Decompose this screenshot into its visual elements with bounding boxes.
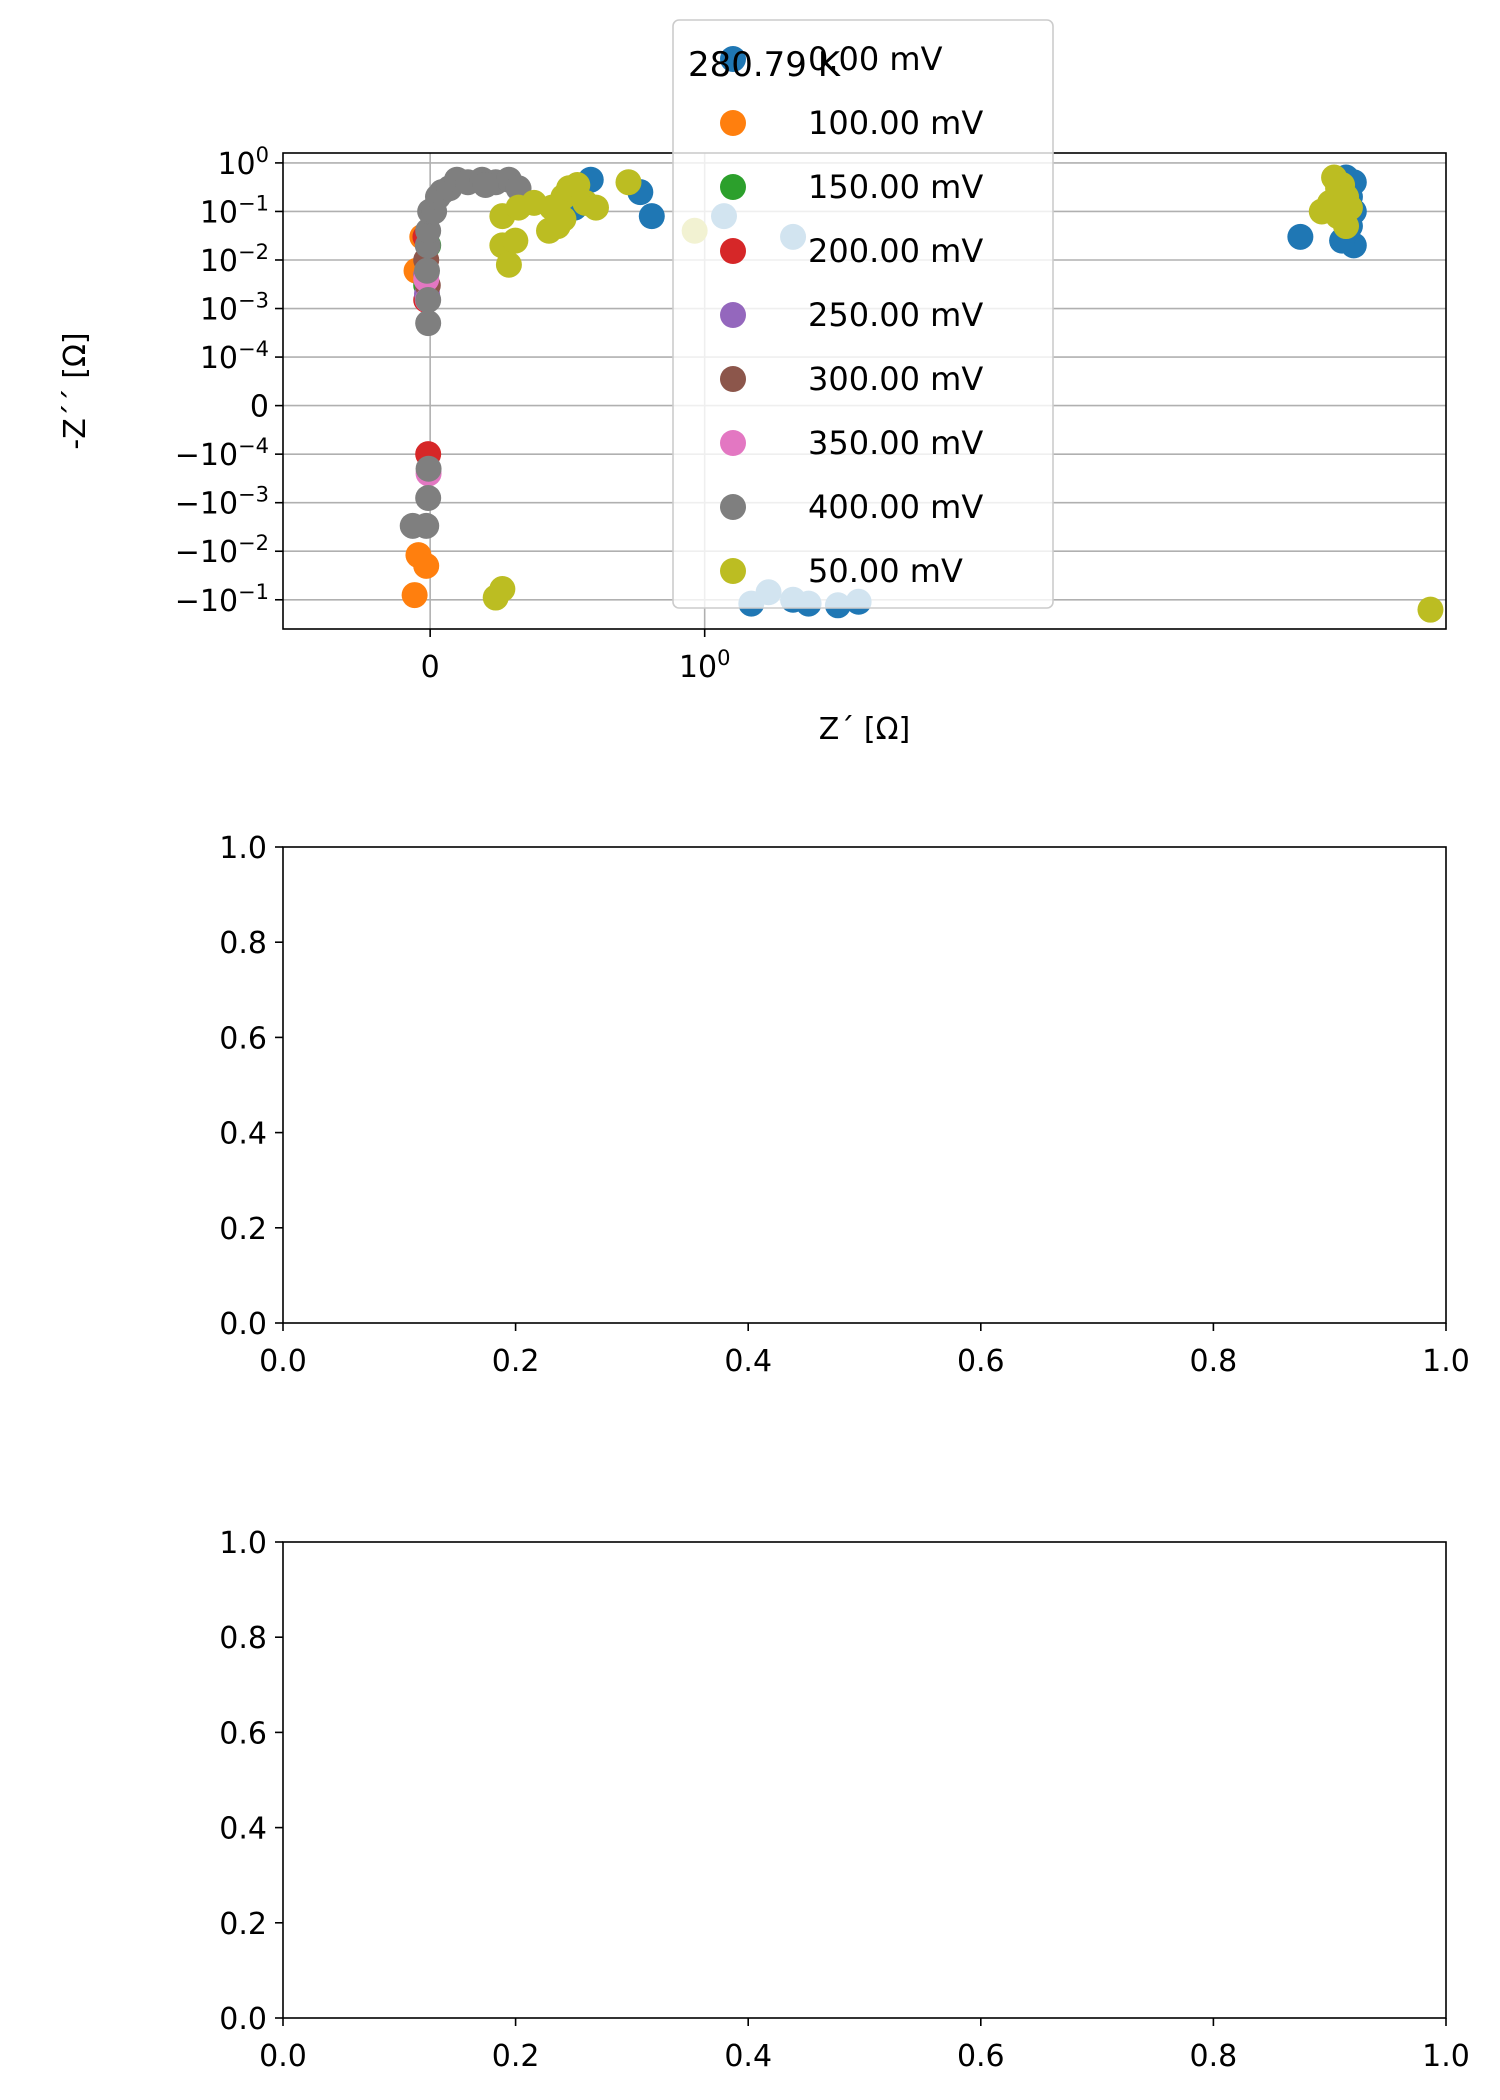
data-point — [615, 169, 642, 196]
axes-frame — [282, 846, 1447, 1324]
legend-marker — [720, 238, 746, 264]
y-tick-label: 1.0 — [219, 1526, 267, 1561]
x-tick-label: 0 — [421, 650, 440, 685]
data-point — [1287, 223, 1314, 250]
data-point — [415, 484, 442, 511]
y-tick-label: 10−3 — [200, 289, 269, 328]
data-point — [1325, 194, 1352, 221]
legend-marker — [720, 366, 746, 392]
legend-label: 250.00 mV — [808, 296, 983, 334]
data-point — [414, 257, 441, 284]
legend-label: 300.00 mV — [808, 360, 983, 398]
legend-label: 400.00 mV — [808, 488, 983, 526]
y-tick-label: 0.0 — [219, 2002, 267, 2037]
chart-title: 280.79 K — [688, 45, 842, 85]
x-tick-label: 1.0 — [1422, 2039, 1470, 2074]
data-point — [502, 227, 529, 254]
legend-label: 200.00 mV — [808, 232, 983, 270]
x-axis-ticks: 0.0 0.2 0.4 0.6 0.8 1.0 — [259, 1323, 1470, 1379]
data-point — [413, 512, 440, 539]
legend-marker — [720, 174, 746, 200]
data-point — [1417, 596, 1444, 623]
y-tick-label: 0.4 — [219, 1117, 267, 1152]
x-tick-label: 0.4 — [724, 1344, 772, 1379]
y-tick-label: 10−4 — [200, 337, 269, 376]
legend-marker — [720, 558, 746, 584]
data-point — [582, 194, 609, 221]
y-tick-label: 0.4 — [219, 1812, 267, 1847]
y-tick-label: −10−4 — [175, 434, 269, 473]
data-point — [638, 203, 665, 230]
data-point — [415, 286, 442, 313]
x-tick-label: 1.0 — [1422, 1344, 1470, 1379]
y-tick-label: 10−1 — [200, 191, 269, 230]
y-tick-label: 0.6 — [219, 1716, 267, 1751]
x-tick-label: 0.2 — [492, 2039, 540, 2074]
x-tick-label: 100 — [679, 646, 731, 685]
x-tick-label: 0.8 — [1190, 2039, 1238, 2074]
empty-axes-panel-bottom: 0.0 0.2 0.4 0.6 0.8 1.0 0.0 0.2 0.4 0.6 0.8 1.0 — [219, 1526, 1470, 2074]
y-tick-label: −10−2 — [175, 531, 269, 570]
legend-marker — [720, 302, 746, 328]
data-point — [415, 310, 442, 337]
y-tick-label: 0.8 — [219, 926, 267, 961]
y-tick-label: 0.6 — [219, 1021, 267, 1056]
y-tick-label: 0.2 — [219, 1907, 267, 1942]
y-axis-ticks: 0.0 0.2 0.4 0.6 0.8 1.0 — [219, 831, 283, 1342]
y-tick-label: 0.0 — [219, 1307, 267, 1342]
y-axis-ticks: 0.0 0.2 0.4 0.6 0.8 1.0 — [219, 1526, 283, 2037]
y-axis-ticks: 100 10−1 10−2 10−3 10−4 0 −10−4 −10−3 −10−2 −10−1 — [175, 143, 283, 619]
data-point — [472, 172, 499, 199]
y-tick-label: 100 — [217, 143, 269, 182]
data-point — [489, 576, 516, 603]
y-tick-label: −10−3 — [175, 483, 269, 522]
x-tick-label: 0.2 — [492, 1344, 540, 1379]
empty-axes-panel-middle: 0.0 0.2 0.4 0.6 0.8 1.0 0.0 0.2 0.4 0.6 0.8 1.0 — [219, 831, 1470, 1379]
legend-label: 100.00 mV — [808, 104, 983, 142]
y-tick-label: 0 — [250, 390, 269, 425]
data-point — [413, 552, 440, 579]
x-tick-label: 0.0 — [259, 2039, 307, 2074]
data-point — [495, 251, 522, 278]
legend-marker — [720, 46, 746, 72]
x-axis-ticks: 0 100 — [421, 629, 731, 685]
x-tick-label: 0.4 — [724, 2039, 772, 2074]
y-tick-label: 0.8 — [219, 1621, 267, 1656]
y-tick-label: 0.2 — [219, 1212, 267, 1247]
y-tick-label: 10−2 — [200, 240, 269, 279]
legend: 0.00 mV 100.00 mV 150.00 mV 200.00 mV 250.00… — [672, 19, 1054, 609]
y-axis-label: -Z´´ [Ω] — [58, 332, 93, 449]
legend-label: 50.00 mV — [808, 552, 963, 590]
y-tick-label: 1.0 — [219, 831, 267, 866]
data-points — [399, 164, 1444, 623]
legend-label: 350.00 mV — [808, 424, 983, 462]
x-tick-label: 0.8 — [1190, 1344, 1238, 1379]
legend-frame — [672, 19, 1054, 609]
y-tick-label: −10−1 — [175, 580, 269, 619]
legend-label: 150.00 mV — [808, 168, 983, 206]
data-point — [415, 455, 442, 482]
x-axis-label: Z´ [Ω] — [819, 712, 910, 747]
axes-frame — [282, 1541, 1447, 2019]
x-tick-label: 0.6 — [957, 1344, 1005, 1379]
data-point — [401, 582, 428, 609]
x-axis-ticks: 0.0 0.2 0.4 0.6 0.8 1.0 — [259, 2018, 1470, 2074]
legend-marker — [720, 494, 746, 520]
x-tick-label: 0.6 — [957, 2039, 1005, 2074]
legend-label: 0.00 mV — [808, 40, 943, 78]
x-tick-label: 0.0 — [259, 1344, 307, 1379]
legend-marker — [720, 110, 746, 136]
impedance-scatter-panel: 0 100 100 10−1 10−2 10−3 10−4 0 −10−4 −10−3 −10−2… — [58, 19, 1447, 747]
legend-marker — [720, 430, 746, 456]
